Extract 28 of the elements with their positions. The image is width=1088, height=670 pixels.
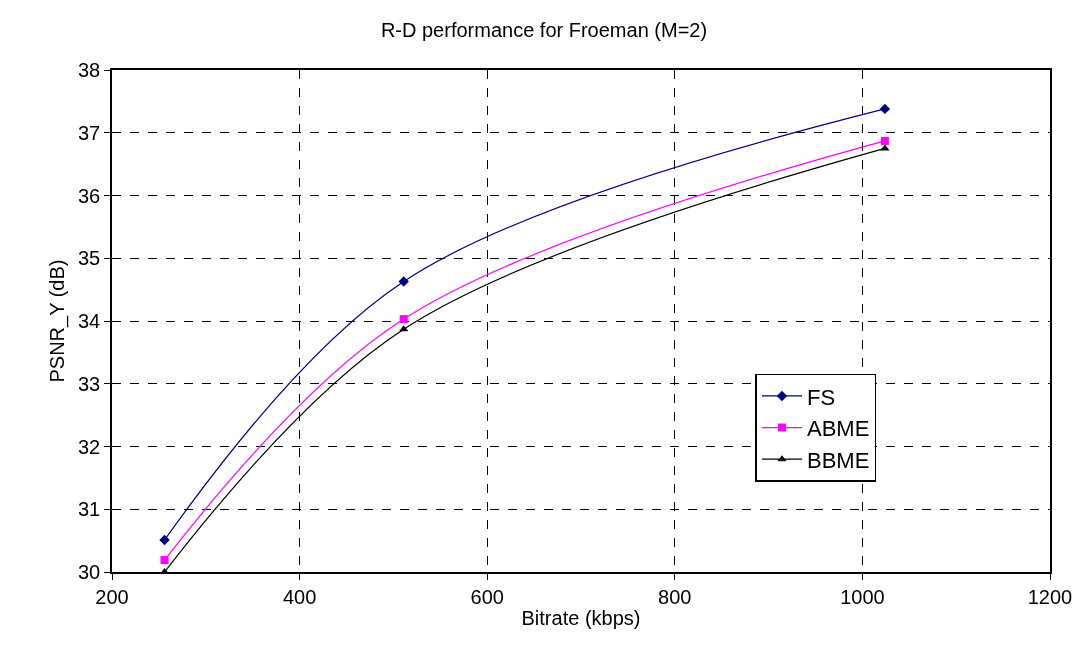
x-tick-label: 600 xyxy=(470,585,504,608)
x-tick-label: 1200 xyxy=(1027,585,1073,608)
point xyxy=(159,534,170,546)
point xyxy=(399,325,409,332)
legend-label: BBME xyxy=(806,447,870,473)
point xyxy=(398,276,409,287)
x-tick-label: 400 xyxy=(282,585,317,608)
y-tick-label: 32 xyxy=(78,435,101,458)
y-tick-label: 36 xyxy=(78,184,101,207)
x-tick-label: 800 xyxy=(658,585,692,608)
y-tick-label: 34 xyxy=(78,310,101,332)
y-tick-label: 35 xyxy=(78,247,101,270)
y-tick-label: 30 xyxy=(78,561,101,583)
y-tick-label: 33 xyxy=(78,372,101,395)
point xyxy=(879,103,891,115)
x-tick-label: 1000 xyxy=(840,585,885,608)
x-axis-title: Bitrate (kbps) xyxy=(521,606,641,629)
y-tick-label: 38 xyxy=(78,59,101,81)
point xyxy=(880,136,889,145)
y-tick-label: 37 xyxy=(78,121,101,144)
legend-label: FS xyxy=(806,384,836,410)
point xyxy=(160,556,169,565)
x-tick-label: 200 xyxy=(95,585,129,608)
point xyxy=(399,315,408,324)
y-axis-title: PSNR_Y (dB) xyxy=(46,259,69,383)
chart-title: R-D performance for Froeman (M=2) xyxy=(380,19,708,42)
legend-label: ABME xyxy=(806,416,870,442)
y-tick-label: 31 xyxy=(78,498,101,521)
